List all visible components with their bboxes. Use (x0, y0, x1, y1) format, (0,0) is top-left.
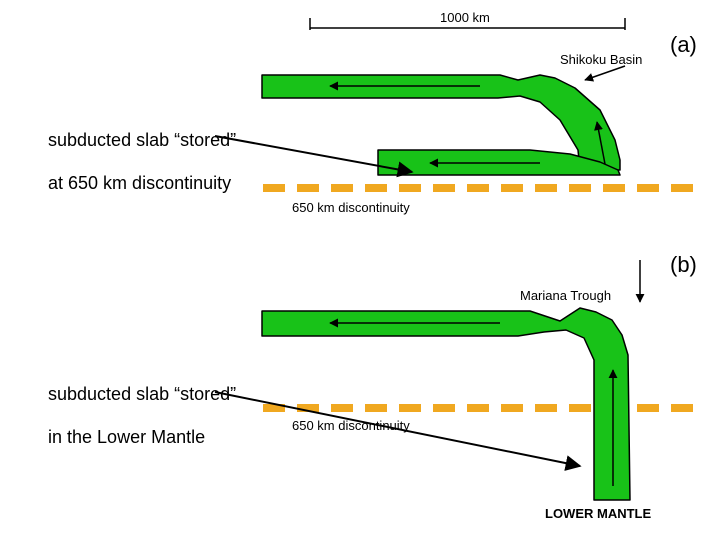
caption-b-line1: subducted slab “stored” (48, 384, 236, 404)
scale-label: 1000 km (440, 10, 490, 25)
trough-label: Mariana Trough (520, 288, 611, 303)
panel-a-label: (a) (670, 32, 697, 58)
discontinuity-a-label: 650 km discontinuity (292, 200, 410, 215)
caption-b: subducted slab “stored” in the Lower Man… (28, 362, 236, 470)
caption-a: subducted slab “stored” at 650 km discon… (28, 108, 236, 216)
diagram-root: 1000 km (a) Shikoku Basin 650 km discont… (0, 0, 720, 540)
caption-a-line1: subducted slab “stored” (48, 130, 236, 150)
basin-label: Shikoku Basin (560, 52, 642, 67)
panel-b-label: (b) (670, 252, 697, 278)
caption-b-line2: in the Lower Mantle (48, 427, 205, 447)
lower-mantle-label: LOWER MANTLE (545, 506, 651, 521)
discontinuity-b-label: 650 km discontinuity (292, 418, 410, 433)
caption-a-line2: at 650 km discontinuity (48, 173, 231, 193)
